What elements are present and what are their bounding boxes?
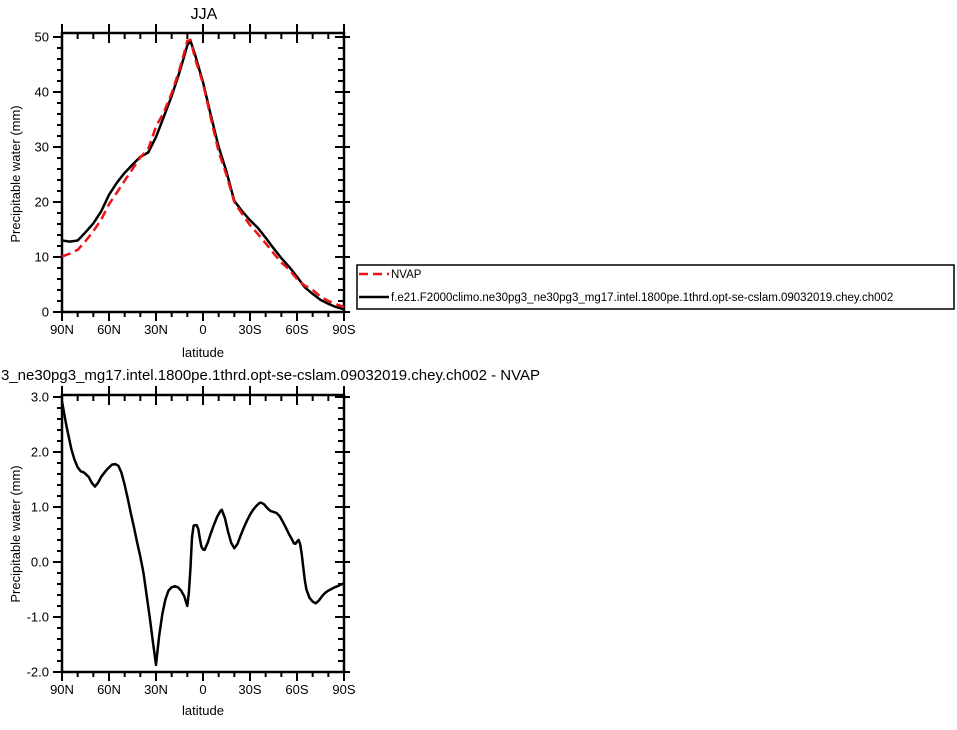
y-tick-label: -2.0 <box>27 665 49 680</box>
x-tick-label: 0 <box>199 682 206 697</box>
legend-label-model: f.e21.F2000climo.ne30pg3_ne30pg3_mg17.in… <box>391 292 893 304</box>
x-tick-label: 90N <box>50 682 74 697</box>
x-tick-label: 30N <box>144 322 168 337</box>
x-tick-label: 90S <box>332 682 355 697</box>
legend-label-nvap: NVAP <box>391 269 422 281</box>
y-tick-label: 30 <box>35 140 49 155</box>
top-panel: JJA Precipitable water (mm) latitude 90N… <box>8 6 356 360</box>
bottom-panel-y-axis-title: Precipitable water (mm) <box>8 465 23 602</box>
y-tick-label: 3.0 <box>31 390 49 405</box>
x-tick-label: 60S <box>285 682 308 697</box>
legend-box <box>356 264 955 310</box>
x-tick-label: 60S <box>285 322 308 337</box>
top-panel-x-axis-title: latitude <box>182 345 224 360</box>
plot-frame <box>60 31 346 314</box>
y-tick-label: 2.0 <box>31 445 49 460</box>
series-model-curve <box>61 39 345 311</box>
x-tick-label: 0 <box>199 322 206 337</box>
y-tick-label: 0 <box>42 305 49 320</box>
y-tick-label: 10 <box>35 250 49 265</box>
top-panel-curves <box>61 38 345 311</box>
x-tick-label: 60N <box>97 322 121 337</box>
x-tick-label: 30N <box>144 682 168 697</box>
x-tick-label: 30S <box>238 682 261 697</box>
x-tick-label: 90N <box>50 322 74 337</box>
y-tick-label: 20 <box>35 195 49 210</box>
plot-frame <box>60 393 346 674</box>
legend: NVAP f.e21.F2000climo.ne30pg3_ne30pg3_mg… <box>356 264 955 310</box>
y-tick-label: 50 <box>35 30 49 45</box>
series-nvap-curve <box>61 38 345 309</box>
bottom-panel-title: 3_ne30pg3_mg17.intel.1800pe.1thrd.opt-se… <box>1 367 540 384</box>
series-model-curve <box>60 401 345 667</box>
bottom-panel-curves <box>60 401 345 667</box>
x-tick-label: 30S <box>238 322 261 337</box>
bottom-panel-axes: 90N 60N 30N 0 30S 60S 90S -2.0 -1.0 0.0 1.0 2.0 3.0 <box>27 386 356 697</box>
y-tick-label: 1.0 <box>31 500 49 515</box>
y-tick-label: 0.0 <box>31 555 49 570</box>
top-panel-axes: 90N 60N 30N 0 30S 60S 90S 0 10 20 30 40 50 <box>35 24 356 337</box>
x-tick-label: 60N <box>97 682 121 697</box>
y-tick-label: -1.0 <box>27 610 49 625</box>
top-panel-y-axis-title: Precipitable water (mm) <box>8 105 23 242</box>
x-tick-label: 90S <box>332 322 355 337</box>
bottom-panel-x-axis-title: latitude <box>182 703 224 718</box>
top-panel-title: JJA <box>191 6 218 23</box>
bottom-panel: 3_ne30pg3_mg17.intel.1800pe.1thrd.opt-se… <box>1 367 540 718</box>
y-tick-label: 40 <box>35 85 49 100</box>
